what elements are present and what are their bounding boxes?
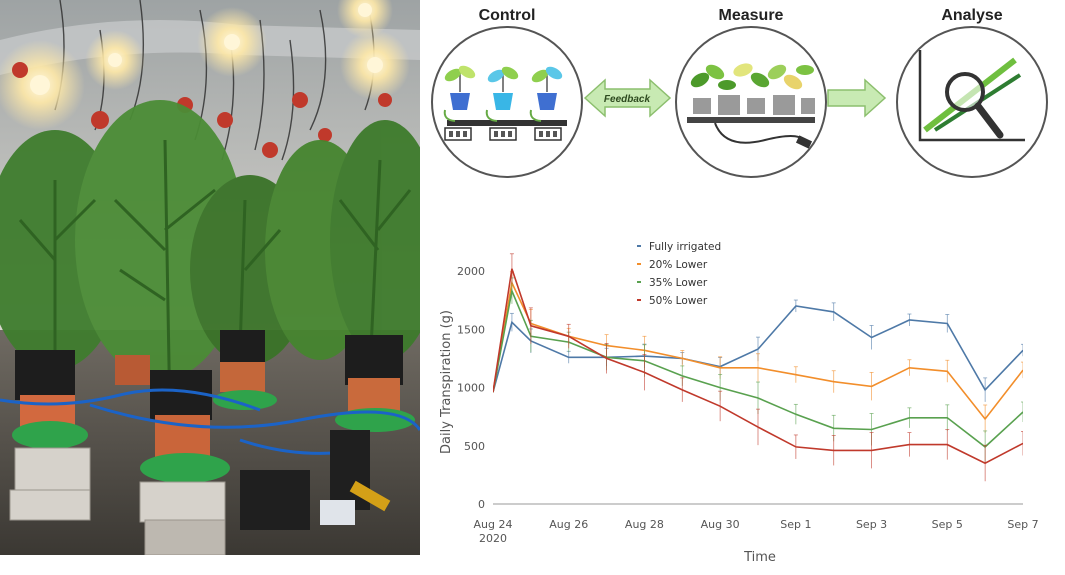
x-tick-label: Sep 1: [780, 518, 811, 531]
y-tick-label: 2000: [457, 265, 485, 278]
x-tick-label: Aug 28: [625, 518, 664, 531]
series-layer: [493, 253, 1023, 482]
x-tick-label: Aug 24: [474, 518, 513, 531]
legend-entry: 50% Lower: [649, 295, 708, 307]
x-tick-label: Aug 26: [549, 518, 588, 531]
series-3: [493, 253, 1023, 482]
magnifier-over-graph-icon: [896, 26, 1048, 178]
x-tick-label: Aug 30: [701, 518, 740, 531]
series-line: [493, 268, 1023, 465]
x-tick-label: Sep 3: [856, 518, 887, 531]
plants-on-load-cells-icon: [675, 26, 827, 178]
y-axis-title: Daily Transpiration (g): [439, 310, 454, 454]
feedback-label: Feedback: [604, 94, 651, 105]
stage-title-control: Control: [479, 7, 536, 24]
series-line: [493, 280, 1023, 421]
y-tick-label: 0: [478, 498, 485, 511]
legend-entry: 35% Lower: [649, 277, 708, 289]
x-tick-sublabel: 2020: [479, 532, 507, 545]
workflow-diagram: Control Measure Analyse: [431, 7, 1048, 178]
legend-entry: Fully irrigated: [649, 241, 721, 253]
x-tick-label: Sep 7: [1007, 518, 1038, 531]
series-line: [493, 305, 1023, 393]
greenhouse-photo: [0, 0, 420, 555]
y-tick-label: 1000: [457, 382, 485, 395]
y-axis-ticks: 0 500 1000 1500 2000: [457, 265, 1023, 511]
x-axis-title: Time: [743, 550, 776, 565]
x-tick-label: Sep 5: [932, 518, 963, 531]
arrow-right-icon: [827, 78, 887, 118]
series-line: [493, 288, 1023, 448]
potted-plants-with-controllers-icon: [431, 26, 583, 178]
stage-title-analyse: Analyse: [941, 7, 1002, 24]
stage-title-measure: Measure: [719, 7, 784, 24]
y-tick-label: 1500: [457, 323, 485, 336]
series-0: [493, 299, 1023, 402]
legend-entry: 20% Lower: [649, 259, 708, 271]
transpiration-line-chart: Daily Transpiration (g) Time 0 500 1000 150…: [439, 241, 1039, 565]
legend: Fully irrigated 20% Lower 35% Lower 50% Low…: [637, 241, 721, 307]
feedback-arrow-icon: Feedback: [583, 78, 672, 118]
y-tick-label: 500: [464, 440, 485, 453]
